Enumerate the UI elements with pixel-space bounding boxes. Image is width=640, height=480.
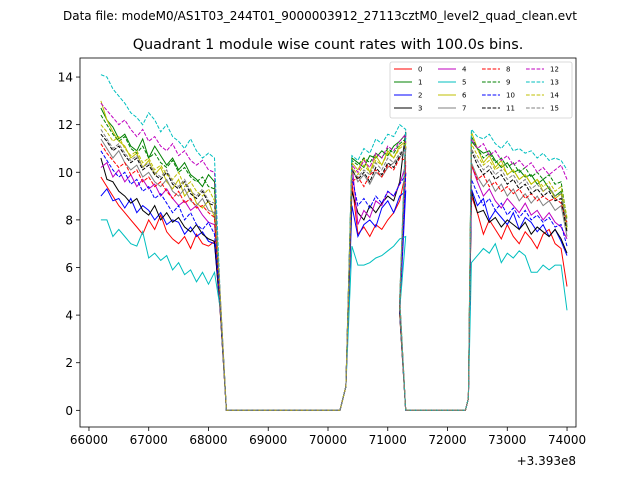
series-line-11: [100, 133, 568, 411]
y-tick-label: 14: [58, 71, 73, 85]
legend-label-1: 1: [418, 79, 422, 87]
x-tick-label: 66000: [70, 433, 108, 447]
legend-label-7: 7: [462, 105, 466, 113]
x-tick-label: 69000: [249, 433, 287, 447]
x-tick-label: 67000: [130, 433, 168, 447]
series-line-1: [100, 107, 568, 411]
legend-label-5: 5: [462, 79, 466, 87]
legend-label-2: 2: [418, 92, 422, 100]
plot-lines: [100, 74, 568, 411]
x-tick-label: 73000: [488, 433, 526, 447]
figure-supertitle: Data file: modeM0/AS1T03_244T01_90000039…: [63, 9, 577, 23]
series-line-13: [100, 74, 568, 411]
y-tick-label: 6: [65, 261, 73, 275]
series-line-2: [100, 187, 568, 411]
series-line-14: [100, 124, 568, 411]
legend-label-15: 15: [550, 105, 559, 113]
x-tick-label: 71000: [369, 433, 407, 447]
legend-label-9: 9: [506, 79, 510, 87]
series-line-4: [100, 161, 568, 411]
x-tick-label: 74000: [548, 433, 586, 447]
y-tick-label: 10: [58, 166, 73, 180]
legend-label-11: 11: [506, 105, 515, 113]
x-axis: 66000 67000 68000 69000 70000 71000 72000 73000…: [70, 427, 586, 447]
series-line-6: [100, 100, 568, 411]
x-tick-label: 72000: [428, 433, 466, 447]
legend-box: [389, 61, 573, 119]
legend-label-6: 6: [462, 92, 467, 100]
series-line-5: [100, 219, 568, 411]
series-line-8: [100, 143, 568, 411]
legend-label-13: 13: [550, 79, 559, 87]
y-tick-label: 2: [65, 356, 73, 370]
legend-label-0: 0: [418, 66, 422, 74]
legend-label-10: 10: [506, 92, 515, 100]
legend-label-3: 3: [418, 105, 422, 113]
y-axis: 0 2 4 6 8 10 12 14: [58, 71, 80, 418]
y-tick-label: 4: [65, 309, 73, 323]
legend-label-14: 14: [550, 92, 559, 100]
y-tick-label: 8: [65, 213, 73, 227]
x-tick-label: 68000: [189, 433, 227, 447]
x-tick-label: 70000: [309, 433, 347, 447]
legend-label-8: 8: [506, 66, 510, 74]
y-tick-label: 0: [65, 404, 73, 418]
legend-label-4: 4: [462, 66, 467, 74]
series-line-15: [100, 129, 568, 411]
chart-title: Quadrant 1 module wise count rates with …: [133, 37, 524, 53]
series-line-12: [100, 102, 568, 411]
x-axis-offset-label: +3.393e8: [517, 454, 576, 468]
legend-label-12: 12: [550, 66, 559, 74]
y-tick-label: 12: [58, 118, 73, 132]
